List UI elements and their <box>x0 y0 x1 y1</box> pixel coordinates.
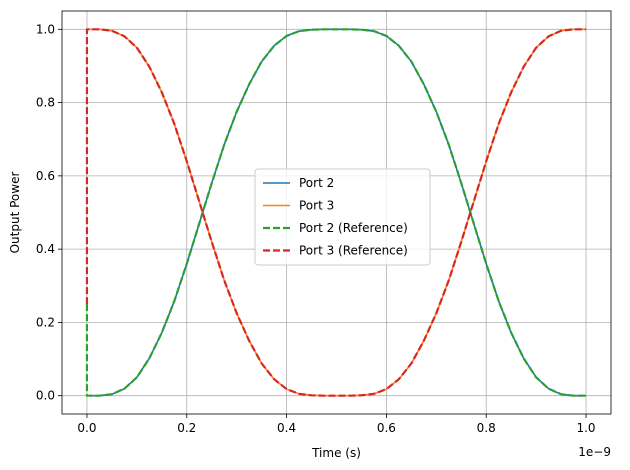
y-tick-label: 0.0 <box>36 389 55 403</box>
series-line-4 <box>85 28 587 397</box>
legend: Port 2 Port 3 Port 2 (Reference) Port 3 (Re… <box>254 168 431 266</box>
axes-frame <box>61 10 612 415</box>
x-tick-label: 0.2 <box>177 421 196 435</box>
y-tick-label: 0.4 <box>36 242 55 256</box>
x-axis-offset-label: 1e−9 <box>578 445 611 459</box>
y-tick-label: 0.8 <box>36 96 55 110</box>
legend-entry: Port 3 <box>299 199 334 213</box>
y-tick-label: 0.6 <box>36 169 55 183</box>
y-tick-label: 0.2 <box>36 315 55 329</box>
x-tick-label: 0.4 <box>277 421 296 435</box>
x-tick-label: 0.6 <box>377 421 396 435</box>
y-tick-label: 1.0 <box>36 22 55 36</box>
x-tick-label: 0.8 <box>477 421 496 435</box>
y-axis: 0.0 0.2 0.4 0.6 0.8 1.0 <box>36 22 62 403</box>
y-axis-label: Output Power <box>8 172 22 254</box>
legend-entry: Port 2 (Reference) <box>299 221 408 235</box>
legend-entry: Port 2 <box>299 176 334 190</box>
x-axis-label: Time (s) <box>311 446 361 460</box>
x-tick-label: 0.0 <box>77 421 96 435</box>
legend-box <box>254 168 431 266</box>
series-line-3 <box>85 28 587 397</box>
x-axis: 0.0 0.2 0.4 0.6 0.8 1.0 <box>77 414 596 435</box>
series-layer <box>85 28 587 397</box>
legend-entry: Port 3 (Reference) <box>299 244 408 258</box>
x-tick-label: 1.0 <box>576 421 595 435</box>
